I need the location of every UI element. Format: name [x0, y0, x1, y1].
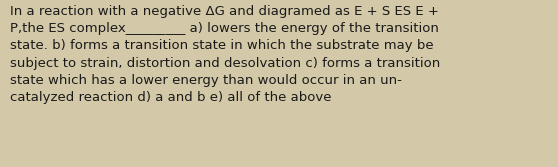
Text: In a reaction with a negative ΔG and diagramed as E + S ES E +
P,the ES complex_: In a reaction with a negative ΔG and dia… [10, 5, 440, 104]
